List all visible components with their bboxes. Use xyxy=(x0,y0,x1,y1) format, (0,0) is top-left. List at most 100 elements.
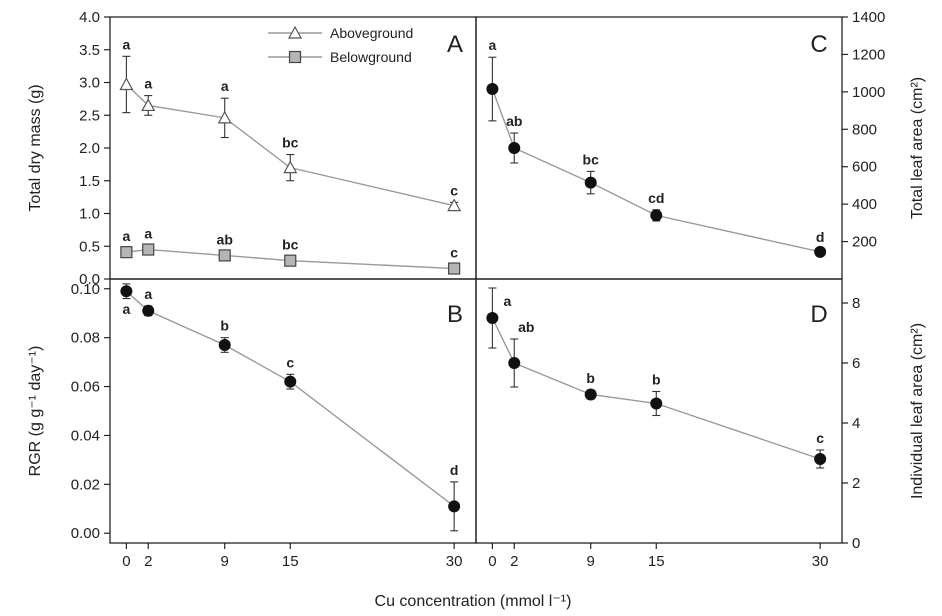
significance-letter: ab xyxy=(217,231,233,247)
legend-label-aboveground: Aboveground xyxy=(330,25,413,41)
x-tick-label: 30 xyxy=(446,553,463,570)
y-tick-label: 1.0 xyxy=(79,206,100,223)
y-axis-label: Individual leaf area (cm²) xyxy=(909,323,926,499)
legend: Aboveground Belowground xyxy=(268,25,413,65)
significance-letter: c xyxy=(450,182,458,198)
series-line xyxy=(491,88,821,253)
y-tick-label: 0.10 xyxy=(71,281,100,298)
significance-letter: a xyxy=(122,301,130,317)
significance-letter: a xyxy=(122,228,130,244)
data-point xyxy=(486,83,499,96)
significance-letter: a xyxy=(503,293,511,309)
data-point xyxy=(119,77,134,91)
panel-b: 0.00 0.02 0.04 0.06 0.08 0.10 0 2 9 15 30 RGR (g g⁻… xyxy=(27,278,477,570)
y-tick-label: 200 xyxy=(852,234,877,251)
x-tick-label: 15 xyxy=(282,553,299,570)
y-tick-label: 6 xyxy=(852,355,860,372)
panel-frame xyxy=(475,278,843,544)
series-1: a a ab bc c xyxy=(120,226,461,275)
data-point xyxy=(142,243,155,256)
data-point xyxy=(448,500,461,513)
data-point xyxy=(141,98,156,112)
series-0: a a a bc c xyxy=(119,36,462,212)
significance-letter: c xyxy=(286,354,294,370)
y-axis-label: Total dry mass (g) xyxy=(27,84,44,211)
data-point xyxy=(486,312,499,324)
significance-letter: c xyxy=(816,430,824,446)
data-point xyxy=(448,262,461,275)
data-point xyxy=(584,176,597,189)
significance-letter: ab xyxy=(518,319,534,335)
series-0: aab b b c xyxy=(486,287,827,469)
x-tick-label: 2 xyxy=(510,553,518,570)
panel-c: 200 400 600 800 1000 1200 1400 Total leaf area … xyxy=(475,9,926,280)
x-tick-label: 30 xyxy=(812,553,829,570)
y-tick-label: 1.5 xyxy=(79,173,100,190)
significance-letter: bc xyxy=(282,237,299,253)
series-0: aa b c d xyxy=(120,283,461,532)
y-tick-label: 1200 xyxy=(852,46,885,63)
significance-letter: cd xyxy=(648,190,664,206)
y-tick-label: 1000 xyxy=(852,84,885,101)
y-tick-label: 4 xyxy=(852,415,860,432)
y-tick-label: 0.08 xyxy=(71,330,100,347)
legend-label-belowground: Belowground xyxy=(330,49,412,65)
data-point xyxy=(814,245,827,258)
data-point xyxy=(217,110,232,124)
data-point xyxy=(284,375,297,388)
significance-letter: d xyxy=(816,229,825,245)
data-point xyxy=(508,142,521,154)
data-point xyxy=(218,249,231,262)
significance-letter: a xyxy=(488,37,496,53)
panel-a: 0.0 0.5 1.0 1.5 2.0 2.5 3.0 3.5 4.0 Total dry mas… xyxy=(27,9,477,288)
legend-marker-aboveground xyxy=(287,25,303,39)
significance-letter: ab xyxy=(506,113,522,129)
significance-letter: a xyxy=(144,226,152,242)
significance-letter: a xyxy=(144,286,152,302)
y-tick-label: 0.06 xyxy=(71,379,100,396)
data-point xyxy=(283,160,298,174)
data-point xyxy=(584,388,597,401)
y-tick-label: 4.0 xyxy=(79,9,100,26)
panel-label: A xyxy=(447,31,463,58)
x-tick-label: 9 xyxy=(587,553,595,570)
significance-letter: a xyxy=(122,36,130,52)
y-tick-label: 0.0 xyxy=(79,271,100,288)
panel-label: B xyxy=(447,301,463,328)
data-point xyxy=(120,285,133,298)
data-point xyxy=(814,453,827,465)
significance-letter: a xyxy=(144,76,152,92)
significance-letter: bc xyxy=(282,135,299,151)
y-tick-label: 8 xyxy=(852,295,860,312)
significance-letter: bc xyxy=(583,151,600,167)
data-point xyxy=(120,246,133,259)
y-tick-label: 600 xyxy=(852,159,877,176)
significance-letter: d xyxy=(450,462,459,478)
y-tick-label: 800 xyxy=(852,121,877,138)
y-tick-label: 0.00 xyxy=(71,525,100,542)
data-point xyxy=(142,304,155,317)
significance-letter: b xyxy=(220,318,229,334)
x-tick-label: 9 xyxy=(221,553,229,570)
y-axis-label: Total leaf area (cm²) xyxy=(909,77,926,219)
data-point xyxy=(447,198,462,212)
y-tick-label: 0.5 xyxy=(79,238,100,255)
y-tick-label: 0.02 xyxy=(71,476,100,493)
y-tick-label: 2.0 xyxy=(79,140,100,157)
series-0: a ab bc cd d xyxy=(486,37,827,258)
panel-label: C xyxy=(810,31,827,58)
x-tick-label: 0 xyxy=(122,553,130,570)
series-line xyxy=(491,317,821,460)
significance-letter: a xyxy=(221,78,229,94)
x-tick-label: 15 xyxy=(648,553,665,570)
y-tick-label: 3.0 xyxy=(79,75,100,92)
x-axis-label: Cu concentration (mmol l⁻¹) xyxy=(375,593,572,610)
series-line xyxy=(125,290,455,507)
data-point xyxy=(650,397,663,410)
data-point xyxy=(284,254,297,267)
panel-label: D xyxy=(810,301,827,328)
data-point xyxy=(218,339,231,351)
significance-letter: c xyxy=(450,245,458,261)
